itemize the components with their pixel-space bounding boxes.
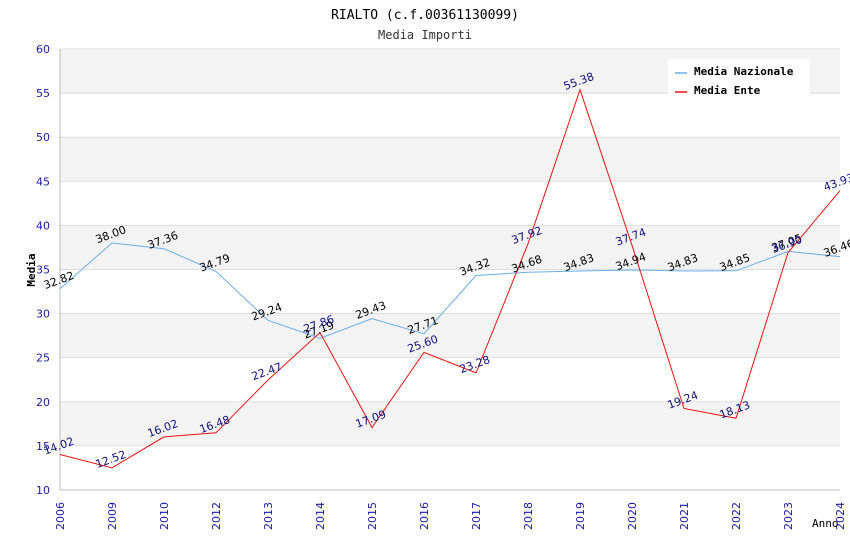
- x-tick-labels: 2006 2009 2010 2012 2013 2014 2015 2016 2017 2018…: [54, 502, 847, 530]
- x-tick-label: 2009: [106, 502, 119, 530]
- legend: Media Nazionale Media Ente: [668, 59, 810, 97]
- x-tick-label: 2010: [158, 502, 171, 530]
- x-tick-label: 2021: [678, 502, 691, 530]
- y-tick-label: 50: [36, 131, 50, 144]
- chart-title: RIALTO (c.f.00361130099): [331, 8, 519, 23]
- x-tick-label: 2012: [210, 502, 223, 530]
- x-tick-label: 2017: [470, 502, 483, 530]
- series-lines: [59, 88, 841, 469]
- grid-band: [60, 137, 840, 182]
- background-bands: [60, 49, 840, 490]
- grid-band: [60, 357, 840, 402]
- y-tick-label: 55: [36, 87, 50, 100]
- x-tick-label: 2018: [522, 502, 535, 530]
- grid-band: [60, 445, 840, 490]
- grid-band: [60, 313, 840, 358]
- grid-band: [60, 269, 840, 314]
- x-axis-label: Anno: [812, 517, 839, 530]
- x-tick-label: 2014: [314, 502, 327, 530]
- series-line-media-nazionale: [59, 242, 841, 339]
- x-tick-label: 2022: [730, 502, 743, 530]
- x-tick-label: 2020: [626, 502, 639, 530]
- grid-band: [60, 401, 840, 446]
- y-tick-label: 20: [36, 396, 50, 409]
- y-tick-label: 30: [36, 308, 50, 321]
- x-tick-label: 2023: [782, 502, 795, 530]
- y-tick-label: 10: [36, 484, 50, 497]
- y-axis-label: Media: [25, 253, 38, 286]
- x-tick-label: 2006: [54, 502, 67, 530]
- y-tick-label: 60: [36, 43, 50, 56]
- x-tick-label: 2024: [834, 502, 847, 530]
- series-line-media-ente: [59, 88, 841, 469]
- y-tick-label: 25: [36, 352, 50, 365]
- legend-label-media-nazionale: Media Nazionale: [694, 65, 794, 78]
- legend-label-media-ente: Media Ente: [694, 84, 761, 97]
- chart-subtitle: Media Importi: [378, 28, 472, 42]
- y-tick-label: 45: [36, 175, 50, 188]
- x-tick-label: 2013: [262, 502, 275, 530]
- y-tick-label: 35: [36, 264, 50, 277]
- y-tick-label: 15: [36, 440, 50, 453]
- x-tick-label: 2016: [418, 502, 431, 530]
- grid-band: [60, 93, 840, 138]
- legend-box: [668, 59, 810, 96]
- y-tick-labels: 10 15 20 25 30 35 40 45 50 55 60: [36, 43, 50, 497]
- grid-band: [60, 225, 840, 270]
- grid-band: [60, 181, 840, 226]
- x-tick-label: 2015: [366, 502, 379, 530]
- y-tick-label: 40: [36, 219, 50, 232]
- x-tick-label: 2019: [574, 502, 587, 530]
